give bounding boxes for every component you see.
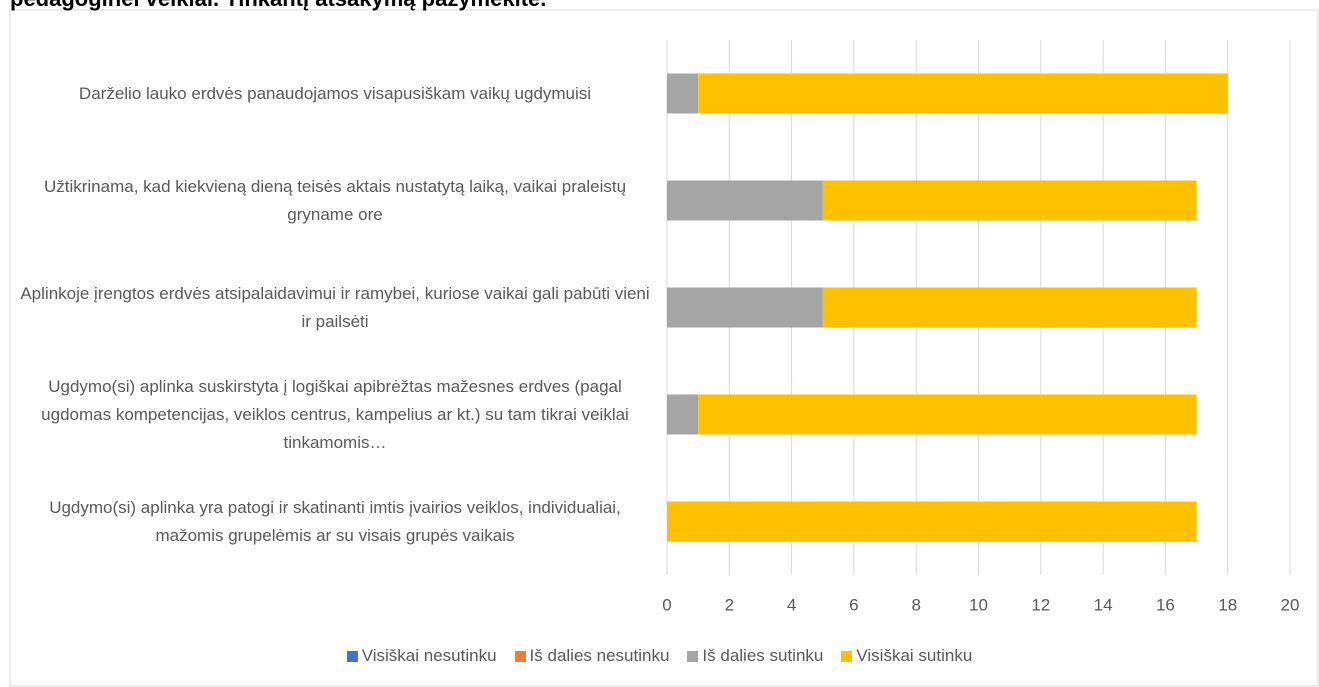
- x-tick-label: 0: [662, 595, 671, 614]
- bar-segment: [667, 394, 699, 435]
- x-tick-label: 2: [725, 595, 734, 614]
- bar-segment: [667, 73, 699, 114]
- bar-segment: [698, 394, 1197, 435]
- bar-segment: [667, 501, 1197, 542]
- legend-item: Iš dalies sutinku: [687, 646, 823, 666]
- category-label: Užtikrinama, kad kiekvieną dieną teisės …: [43, 176, 627, 224]
- x-tick-label: 8: [911, 595, 920, 614]
- x-tick-label: 12: [1031, 595, 1050, 614]
- bar-segment: [822, 180, 1197, 221]
- x-tick-label: 16: [1156, 595, 1175, 614]
- legend-item: Visiškai nesutinku: [346, 646, 497, 666]
- category-label: Ugdymo(si) aplinka yra patogi ir skatina…: [49, 497, 621, 545]
- legend-label: Visiškai nesutinku: [361, 646, 497, 665]
- legend-swatch: [687, 650, 699, 662]
- x-tick-label: 18: [1218, 595, 1237, 614]
- x-tick-label: 4: [787, 595, 796, 614]
- legend-swatch: [346, 650, 358, 662]
- x-tick-label: 6: [849, 595, 858, 614]
- bar-segment: [822, 287, 1197, 328]
- legend-item: Visiškai sutinku: [841, 646, 972, 666]
- legend-swatch: [841, 650, 853, 662]
- legend-item: Iš dalies nesutinku: [514, 646, 670, 666]
- bar-segment: [667, 287, 823, 328]
- category-label: Darželio lauko erdvės panaudojamos visap…: [78, 83, 592, 103]
- legend-label: Visiškai sutinku: [856, 646, 973, 665]
- x-tick-label: 20: [1281, 595, 1300, 614]
- chart-border: [9, 9, 1319, 687]
- legend: Visiškai nesutinku Iš dalies nesutinku Iš …: [0, 646, 1319, 666]
- legend-swatch: [514, 650, 526, 662]
- category-label: Aplinkoje įrengtos erdvės atsipalaidavim…: [20, 283, 650, 331]
- category-label: Ugdymo(si) aplinka suskirstyta į logiška…: [41, 376, 629, 452]
- bar-segment: [698, 73, 1228, 114]
- legend-label: Iš dalies sutinku: [702, 646, 824, 665]
- legend-label: Iš dalies nesutinku: [529, 646, 670, 665]
- x-tick-label: 14: [1094, 595, 1113, 614]
- x-tick-label: 10: [969, 595, 988, 614]
- chart-title: pedagoginei veiklai. Tinkantį atsakymą p…: [10, 0, 546, 12]
- bar-segment: [667, 180, 823, 221]
